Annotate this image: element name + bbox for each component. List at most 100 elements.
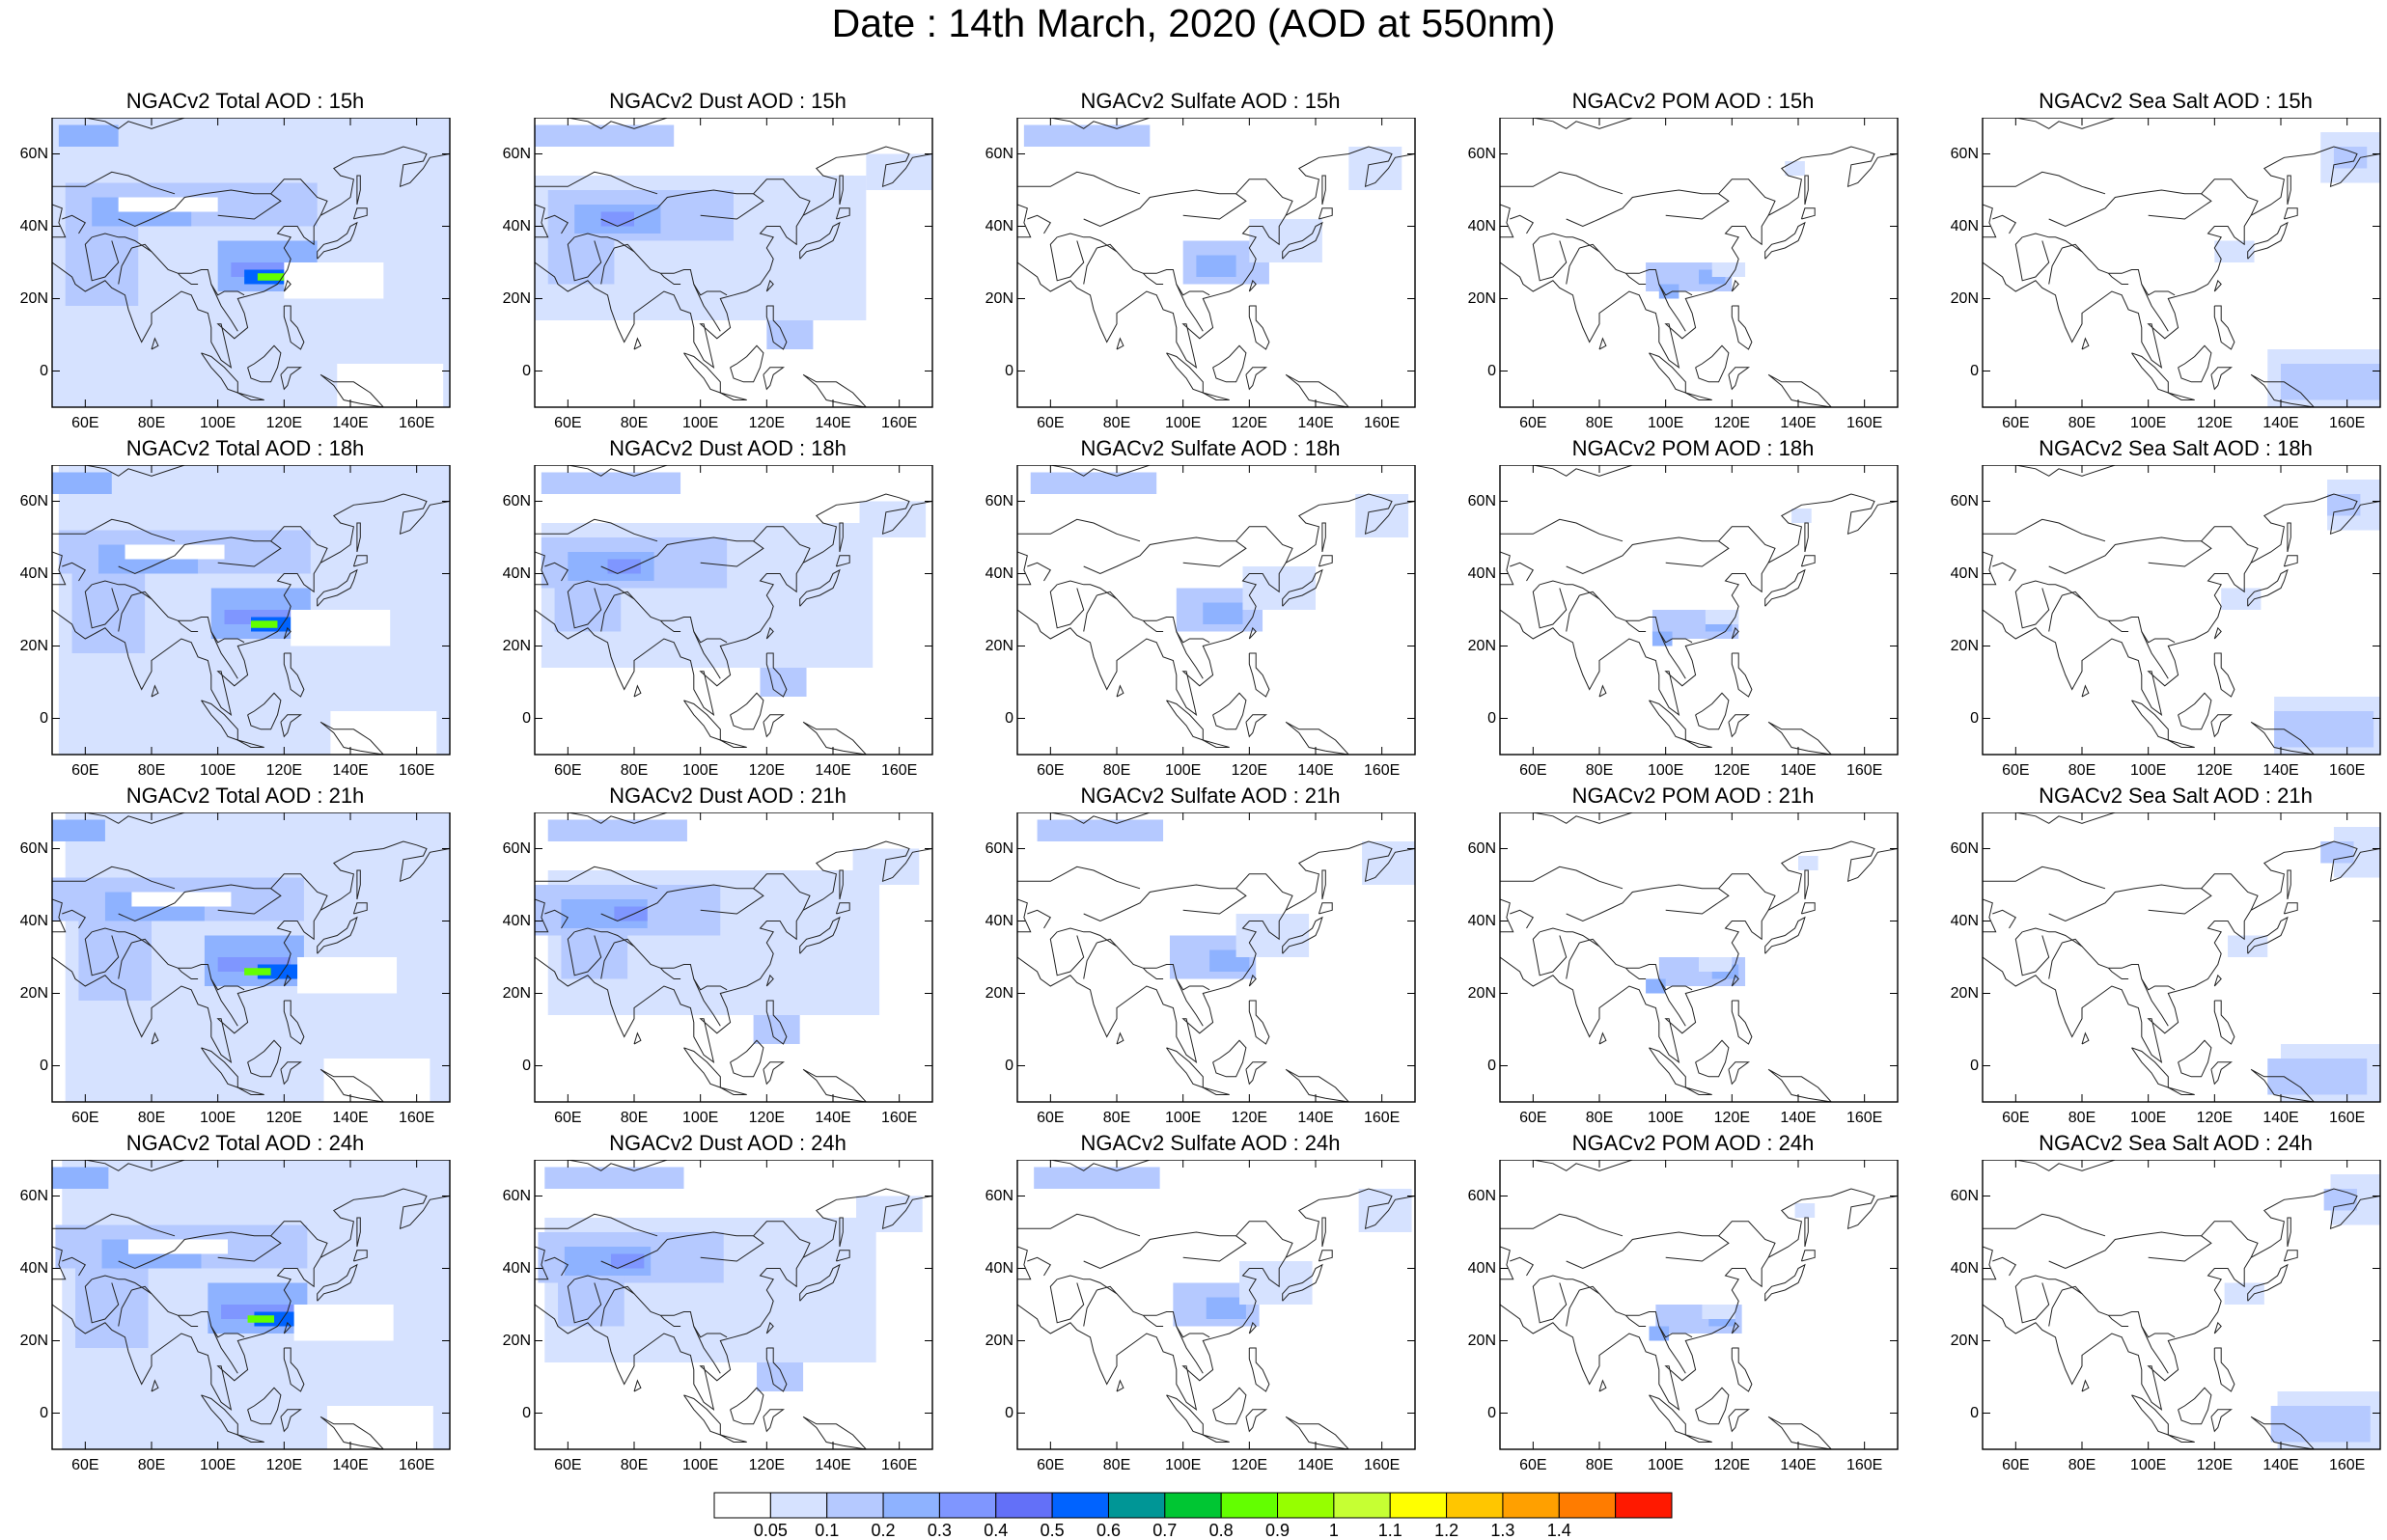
aod-patch xyxy=(1196,255,1236,277)
y-tick-label: 60N xyxy=(985,1187,1013,1204)
y-tick-label: 60N xyxy=(1950,492,1979,509)
coastline xyxy=(1566,1289,1580,1327)
coastline xyxy=(1764,221,1806,260)
coastline xyxy=(1566,179,1776,228)
coastline xyxy=(1083,179,1293,228)
x-tick-label: 160E xyxy=(1846,1457,1883,1473)
coastline xyxy=(2250,373,2315,407)
y-tick-label: 20N xyxy=(1467,984,1496,1002)
x-tick-label: 100E xyxy=(199,1457,236,1473)
coastline xyxy=(52,518,176,542)
coastline xyxy=(544,909,569,929)
x-tick-label: 120E xyxy=(1713,762,1751,779)
map-plot xyxy=(51,465,451,756)
map-panel: NGACv2 Sea Salt AOD : 18h 60E 80E 100E 120E 1… xyxy=(1934,436,2387,784)
y-tick-label: 20N xyxy=(19,289,48,307)
coastline xyxy=(1804,175,1809,206)
colorbar-label: 1.3 xyxy=(1490,1521,1515,1540)
coastline xyxy=(1096,1285,1118,1295)
coastline xyxy=(1767,1416,1832,1449)
coastline xyxy=(2015,118,2116,129)
coastline xyxy=(2081,1379,2090,1392)
aod-patch xyxy=(2221,588,2262,610)
coastline xyxy=(2022,1275,2176,1338)
y-tick-label: 0 xyxy=(1487,1057,1496,1074)
coastline xyxy=(151,1031,159,1045)
coastline xyxy=(1658,284,1686,332)
plot-frame xyxy=(1016,118,1416,408)
y-tick-label: 40N xyxy=(19,564,48,582)
aod-patch xyxy=(1358,1189,1412,1232)
coastline xyxy=(730,1387,764,1425)
coastline xyxy=(1540,580,1693,644)
aod-patch xyxy=(247,1315,275,1323)
coastline xyxy=(567,931,602,976)
x-tick-label: 100E xyxy=(1164,762,1202,779)
coastline xyxy=(2014,1279,2050,1324)
coastline xyxy=(633,1031,642,1045)
coastline xyxy=(2178,1039,2212,1078)
coastline xyxy=(247,1039,282,1078)
aod-patch xyxy=(547,819,687,841)
coastline xyxy=(799,568,841,607)
coastline xyxy=(1731,1321,1739,1334)
coastline xyxy=(1500,551,1514,586)
y-tick-label: 0 xyxy=(522,1057,531,1074)
x-tick-label: 60E xyxy=(2002,415,2030,431)
coastline xyxy=(2287,869,2291,900)
coastline xyxy=(1096,591,1118,600)
colorbar-label: 1.1 xyxy=(1377,1521,1402,1540)
coastline xyxy=(1017,866,1141,890)
coastline xyxy=(1983,261,1984,270)
coastline xyxy=(1017,171,1141,195)
coastline xyxy=(2283,207,2298,220)
coastline xyxy=(700,888,764,915)
map-plot xyxy=(51,812,451,1103)
coastline xyxy=(1083,594,1097,632)
y-tick-label: 40N xyxy=(985,564,1013,582)
map-plot xyxy=(1499,118,1899,408)
aod-patch xyxy=(852,848,920,885)
coastline xyxy=(1321,522,1326,553)
coastline xyxy=(763,714,786,738)
coastline xyxy=(1731,974,1739,987)
coastline xyxy=(2141,1326,2169,1374)
coastline xyxy=(1728,367,1751,391)
x-tick-label: 100E xyxy=(2129,762,2167,779)
map-panel: NGACv2 Sulfate AOD : 15h 60E 80E 100E 120E 14… xyxy=(969,89,1452,436)
coastline xyxy=(52,146,450,369)
coastline xyxy=(2148,888,2212,915)
y-tick-label: 40N xyxy=(1467,912,1496,929)
coastline xyxy=(2247,1263,2289,1302)
map-plot xyxy=(534,465,933,756)
aod-patch xyxy=(1798,856,1818,870)
coastline xyxy=(1057,927,1210,991)
coastline xyxy=(1245,1409,1268,1433)
coastline xyxy=(765,305,788,350)
coastline xyxy=(84,931,120,976)
x-tick-label: 100E xyxy=(1647,1457,1684,1473)
coastline xyxy=(1665,1235,1730,1262)
x-tick-label: 160E xyxy=(398,1110,435,1126)
y-tick-label: 0 xyxy=(1005,1057,1013,1074)
coastline xyxy=(1500,1188,1898,1411)
coastline xyxy=(2108,967,2129,979)
coastline xyxy=(1017,204,1032,238)
y-tick-label: 20N xyxy=(1950,984,1979,1002)
coastline xyxy=(535,609,536,618)
coastline xyxy=(1695,1387,1730,1425)
coastline xyxy=(1540,927,1693,991)
y-tick-label: 40N xyxy=(1467,564,1496,582)
aod-patch xyxy=(541,472,681,494)
aod-patch xyxy=(1794,1203,1816,1218)
y-tick-label: 0 xyxy=(522,1404,531,1421)
coastline xyxy=(1579,938,1600,948)
coastline xyxy=(1731,1000,1753,1045)
coastline xyxy=(280,1061,303,1086)
map-panel: NGACv2 Sea Salt AOD : 15h 60E 80E 100E 120E 1… xyxy=(1934,89,2387,436)
colorbar-swatch xyxy=(1615,1492,1673,1519)
coastline xyxy=(693,978,721,1027)
coastline xyxy=(1116,1031,1124,1045)
aod-patch xyxy=(52,472,112,494)
x-tick-label: 60E xyxy=(1037,1110,1065,1126)
